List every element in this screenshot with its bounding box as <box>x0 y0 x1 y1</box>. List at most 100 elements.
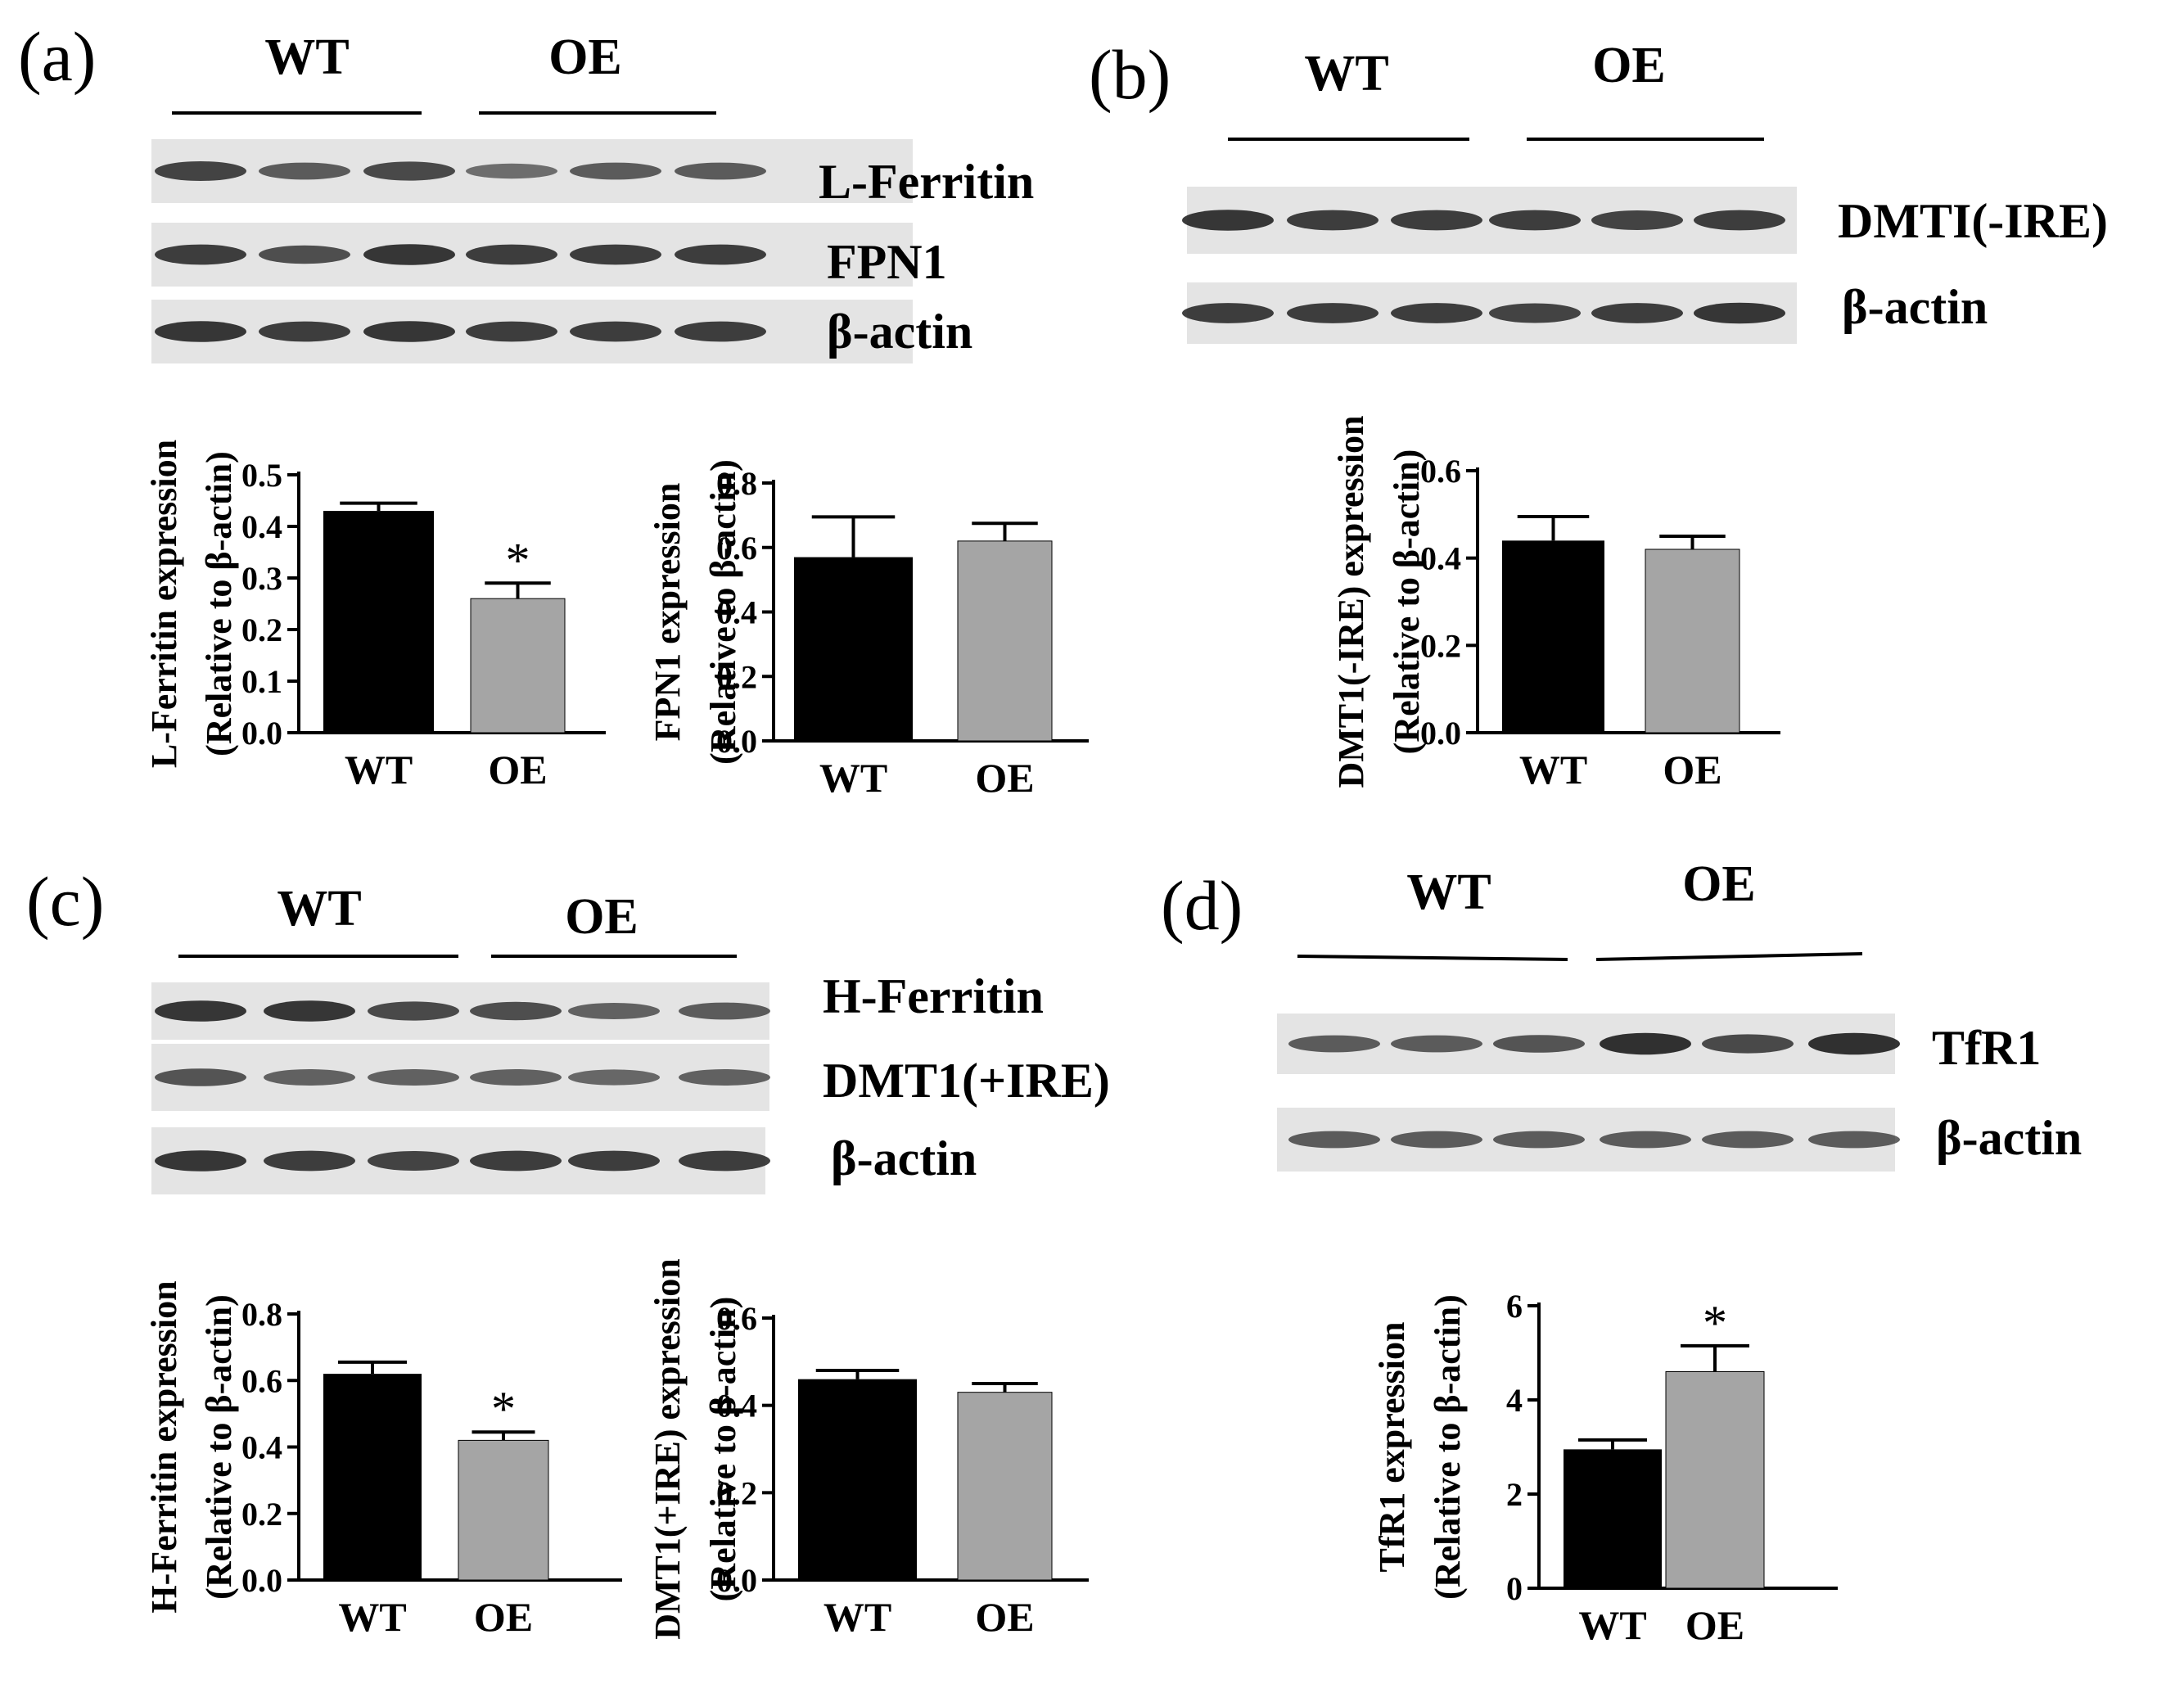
blot-band <box>470 1001 562 1021</box>
bar-wt <box>798 1379 917 1580</box>
x-tick-label-oe: OE <box>488 747 547 792</box>
group-label-oe: OE <box>548 29 622 85</box>
bar-oe <box>957 1392 1053 1581</box>
group-label-wt: WT <box>277 881 361 937</box>
y-tick-label: 0 <box>1506 1570 1523 1607</box>
blot-band <box>1694 210 1785 231</box>
y-tick-label: 0.6 <box>716 530 757 567</box>
x-tick-label-oe: OE <box>474 1594 533 1640</box>
blot-band <box>1391 303 1482 323</box>
y-tick-label: 0.4 <box>716 594 757 631</box>
group-label-oe: OE <box>1592 38 1666 93</box>
blot-protein-label: β-actin <box>1936 1111 2082 1165</box>
x-tick-label-wt: WT <box>819 755 887 801</box>
x-tick-label-oe: OE <box>975 755 1034 801</box>
blot-band <box>1391 1035 1482 1053</box>
blot-band <box>470 1069 562 1086</box>
blot-band <box>155 1150 246 1172</box>
blot-band <box>1493 1131 1585 1149</box>
y-axis-label: DMT1(-IRE) expression <box>1331 415 1371 788</box>
blot-band <box>1591 210 1683 230</box>
blot-band <box>155 1000 246 1022</box>
blot-band <box>675 162 766 180</box>
blot-band <box>470 1150 562 1172</box>
blot-band <box>1808 1032 1900 1055</box>
blot-protein-label: β-actin <box>827 305 972 359</box>
group-label-oe: OE <box>565 889 639 945</box>
blot-band <box>679 1002 770 1020</box>
bar-wt <box>323 511 434 733</box>
group-bracket-line <box>1297 955 1568 961</box>
y-axis-label-sub: (Relative to β-actin) <box>199 1294 239 1600</box>
blot-protein-label: L-Ferritin <box>819 155 1034 209</box>
y-tick-label: 0.0 <box>241 715 282 752</box>
blot-band <box>466 244 557 265</box>
bar-oe <box>1645 549 1740 734</box>
x-tick-label-wt: WT <box>338 1594 406 1640</box>
x-tick-label-oe: OE <box>1663 747 1721 792</box>
blot-band <box>570 162 661 180</box>
blot-band <box>570 321 661 342</box>
y-tick-label: 4 <box>1506 1382 1523 1419</box>
x-tick-label-oe: OE <box>1685 1602 1744 1648</box>
blot-band <box>466 321 557 342</box>
blot-band <box>675 244 766 265</box>
bar-oe <box>458 1439 549 1581</box>
blot-band <box>568 1069 660 1086</box>
blot-band <box>363 161 455 181</box>
blot-protein-label: β-actin <box>1842 280 1988 334</box>
bar-oe <box>470 598 566 734</box>
bar-oe <box>957 540 1053 742</box>
x-tick-label-oe: OE <box>975 1594 1034 1640</box>
y-axis-label-sub: (Relative to β-actin) <box>703 459 743 765</box>
y-tick-label: 0.2 <box>241 612 282 648</box>
y-tick-label: 2 <box>1506 1476 1523 1513</box>
blot-band <box>570 244 661 265</box>
y-tick-label: 0.4 <box>1420 540 1461 577</box>
blot-band <box>1182 210 1274 231</box>
y-tick-label: 0.0 <box>241 1562 282 1599</box>
y-tick-label: 0.2 <box>716 1474 757 1511</box>
y-tick-label: 6 <box>1506 1288 1523 1325</box>
blot-strip <box>151 1044 769 1111</box>
blot-band <box>368 1069 459 1086</box>
panel-label: (c) <box>26 862 104 941</box>
blot-band <box>368 1151 459 1171</box>
bar-wt <box>794 557 913 741</box>
blot-band <box>259 321 350 342</box>
chart-b1: 0.0 0.2 0.4 0.6 WT OE DMT1(-IRE) expression (Re… <box>1331 415 1780 792</box>
blot-band <box>1600 1032 1691 1055</box>
blot-band <box>264 1000 355 1022</box>
group-label-wt: WT <box>1304 46 1388 102</box>
x-tick-label-wt: WT <box>345 747 413 792</box>
blot-band <box>1694 302 1785 324</box>
y-axis-label: DMT1(+IRE) expression <box>648 1258 688 1639</box>
blot-band <box>1391 210 1482 231</box>
blot-band <box>1600 1131 1691 1149</box>
blot-band <box>1391 1131 1482 1149</box>
y-axis-label: L-Ferritin expression <box>144 440 184 768</box>
y-tick-label: 0.0 <box>716 723 757 760</box>
western-blots: (a) WT OE L-Ferritin FPN1 β-actin (b) WT OE DMTI(… <box>18 17 2108 1194</box>
blot-band <box>1702 1034 1794 1054</box>
y-axis-label-sub: (Relative to β-actin) <box>703 1297 743 1602</box>
panel-d: (d) WT OE TfR1 β-actin <box>1161 856 2082 1172</box>
blot-band <box>675 321 766 342</box>
blot-protein-label: DMT1(+IRE) <box>823 1054 1110 1108</box>
bar-wt <box>1564 1449 1662 1588</box>
blot-protein-label: H-Ferritin <box>823 969 1044 1023</box>
blot-band <box>1808 1131 1900 1149</box>
blot-band <box>1591 303 1683 323</box>
significance-marker: * <box>506 533 530 587</box>
blot-band <box>1489 303 1581 323</box>
blot-band <box>259 162 350 180</box>
significance-marker: * <box>491 1382 516 1436</box>
y-tick-label: 0.2 <box>716 658 757 695</box>
y-tick-label: 0.6 <box>716 1300 757 1337</box>
chart-a1: 0.0 0.1 0.2 0.3 0.4 0.5 WT * OE L-Ferritin expres… <box>144 440 606 792</box>
blot-band <box>1288 1035 1380 1053</box>
blot-band <box>368 1001 459 1021</box>
panel-c: (c) WT OE H-Ferritin DMT1(+IRE) β-actin <box>26 862 1110 1194</box>
y-tick-label: 0.6 <box>241 1362 282 1399</box>
